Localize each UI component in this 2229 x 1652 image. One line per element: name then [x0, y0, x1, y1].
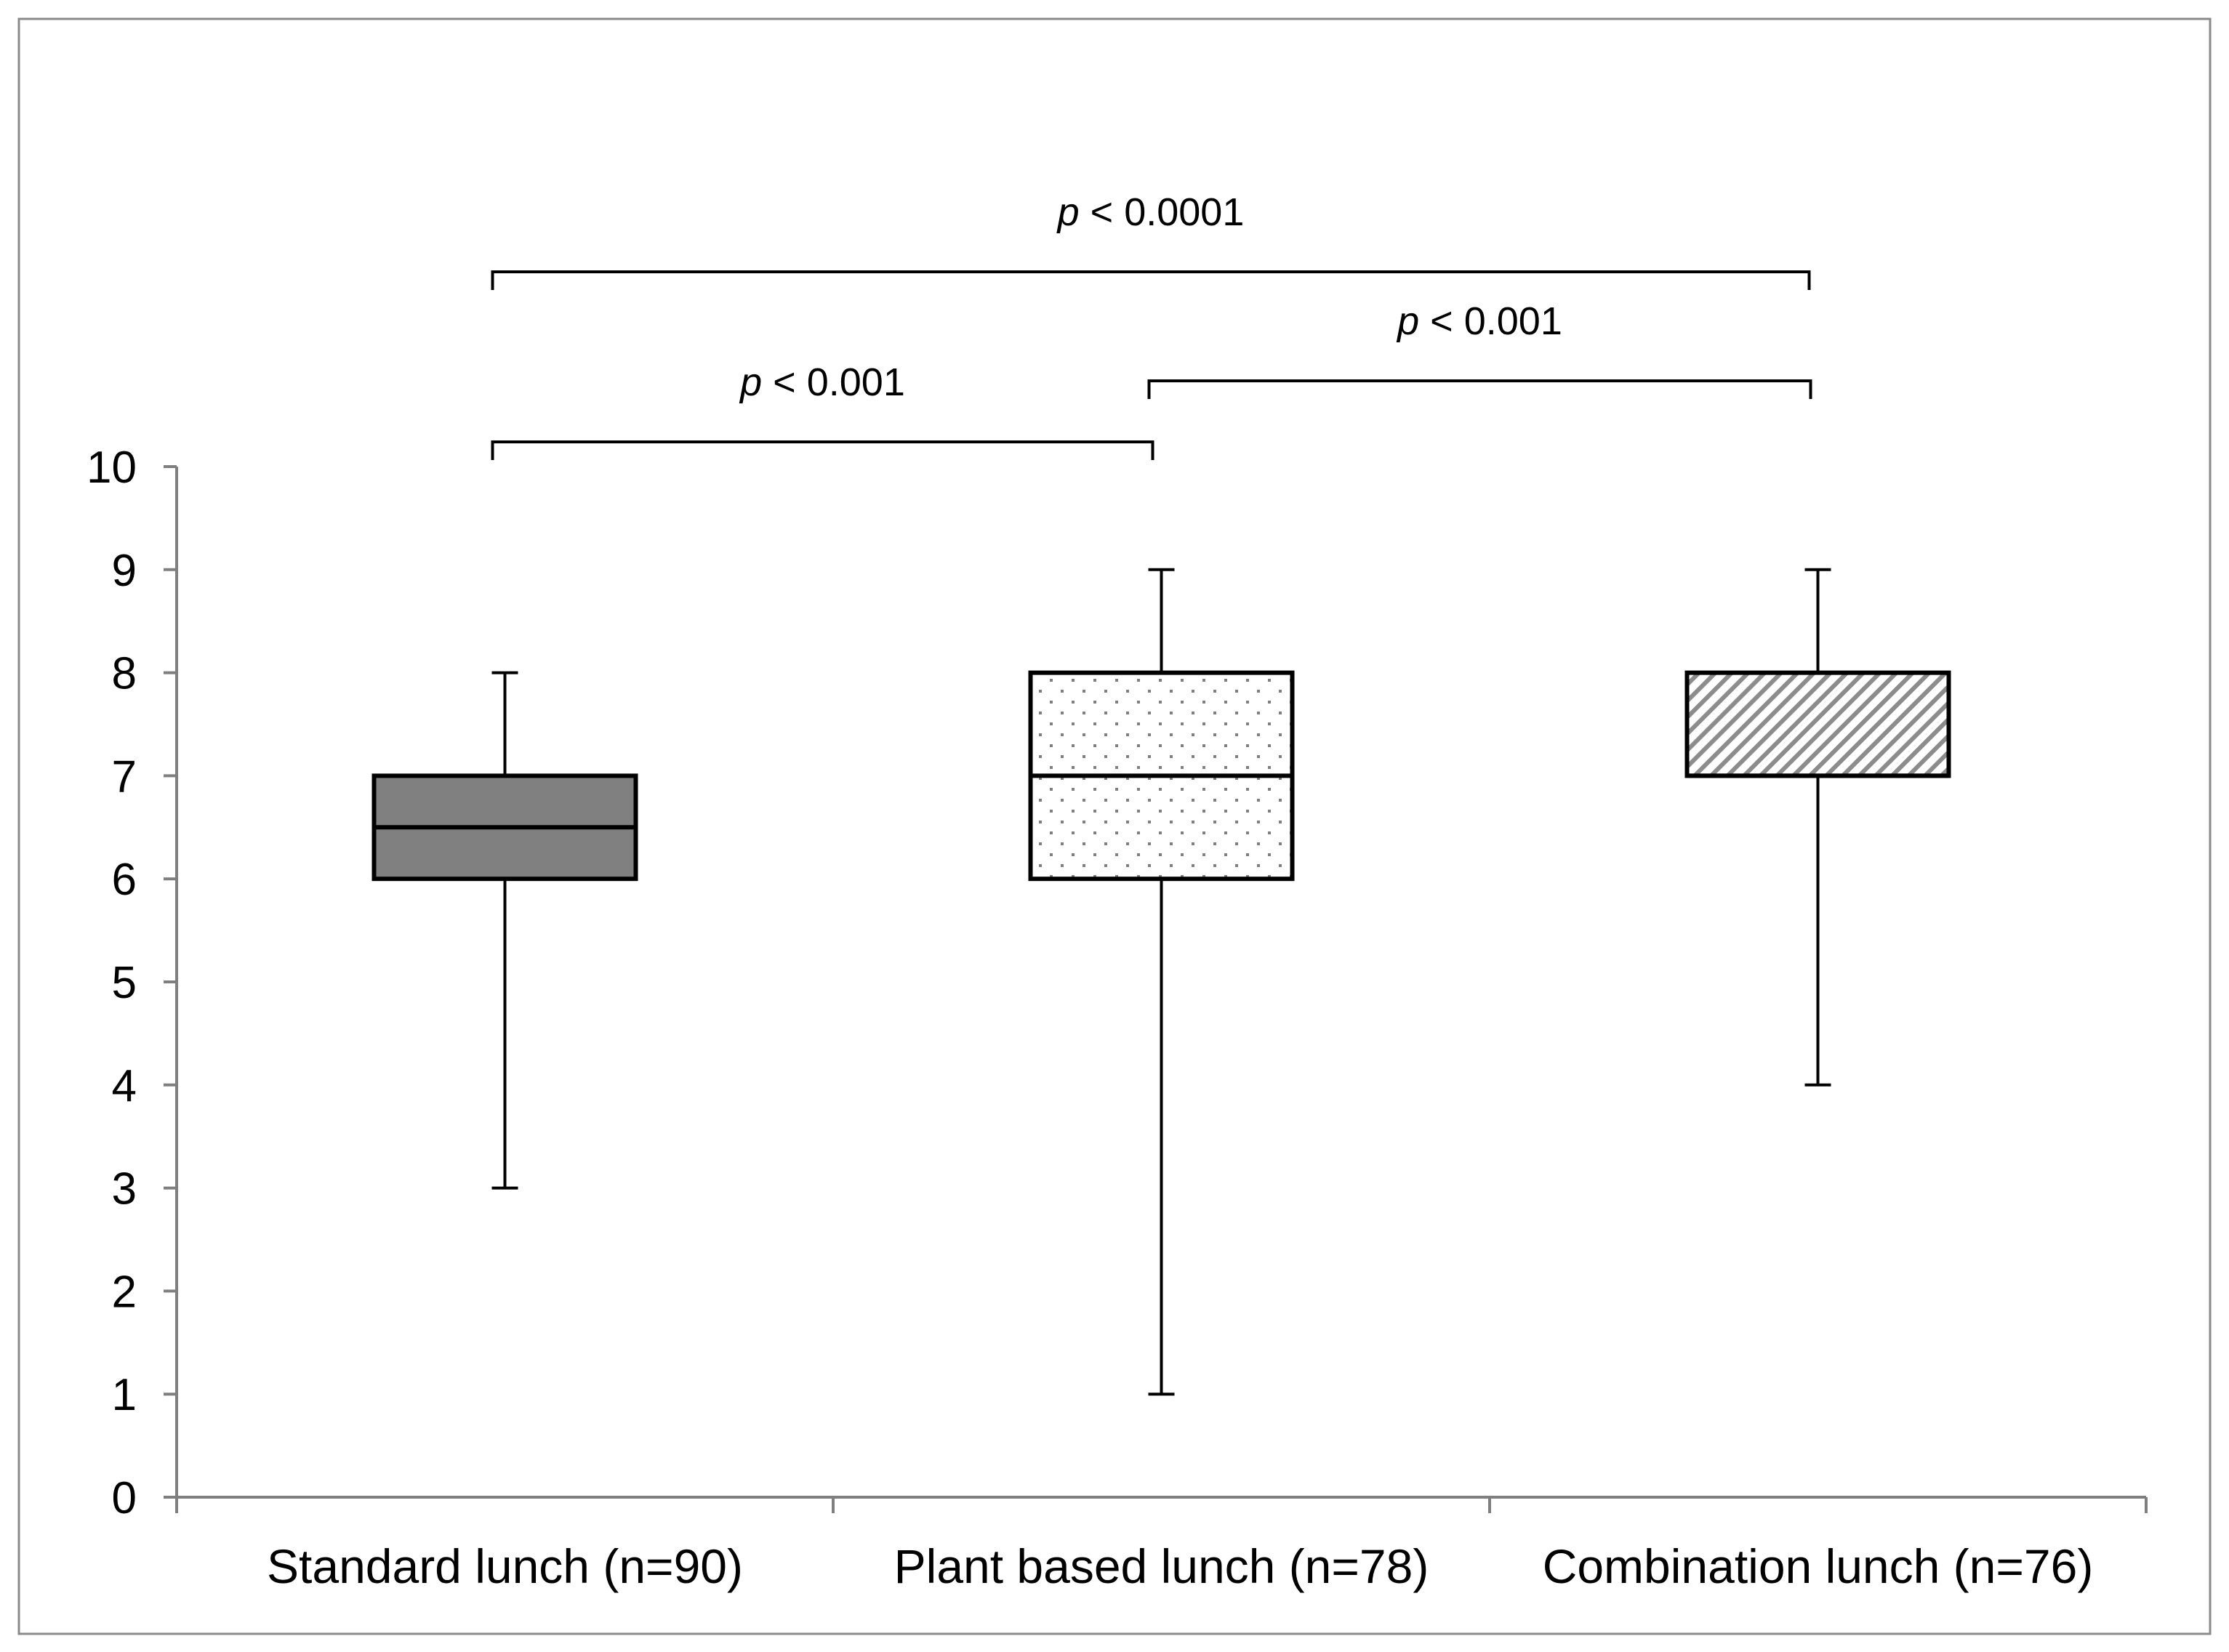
comparison-bracket-3: p < 0.0001: [491, 190, 1811, 290]
bracket-line: [491, 270, 1811, 290]
y-tick-label: 8: [112, 649, 137, 699]
y-axis: 0 1 2 3 4 5 6 7 8 9 10: [87, 443, 178, 1523]
y-tick-label: 2: [112, 1267, 137, 1317]
y-tick-label: 5: [112, 958, 137, 1008]
y-tick-label: 0: [112, 1473, 137, 1523]
y-tick-label: 10: [87, 443, 137, 493]
box-plot-2: [1028, 568, 1295, 1396]
p-value-label: p < 0.0001: [1056, 190, 1245, 234]
p-value-label: p < 0.001: [1396, 299, 1562, 343]
y-tick-label: 1: [112, 1370, 137, 1420]
y-tick-label: 7: [112, 752, 137, 802]
x-category-label: Standard lunch (n=90): [267, 1539, 743, 1593]
y-tick-label: 9: [112, 546, 137, 596]
x-axis: Standard lunch (n=90) Plant based lunch (…: [175, 1496, 2148, 1593]
y-tick-label: 6: [112, 855, 137, 905]
bracket-line: [1147, 379, 1812, 399]
significance-brackets: p < 0.001 p < 0.001 p < 0.0001: [491, 190, 1812, 460]
box-plot-1: [372, 671, 638, 1190]
y-tick-label: 3: [112, 1164, 137, 1214]
y-tick-label: 4: [112, 1061, 137, 1111]
p-value-label: p < 0.001: [739, 360, 905, 404]
x-category-label: Combination lunch (n=76): [1543, 1539, 2094, 1593]
x-category-label: Plant based lunch (n=78): [894, 1539, 1429, 1593]
iqr-box: [1684, 670, 1951, 778]
comparison-bracket-2: p < 0.001: [1147, 299, 1812, 399]
comparison-bracket-1: p < 0.001: [491, 360, 1154, 460]
box-plot-3: [1684, 568, 1951, 1087]
boxes: [372, 568, 1951, 1396]
bracket-line: [491, 440, 1154, 460]
